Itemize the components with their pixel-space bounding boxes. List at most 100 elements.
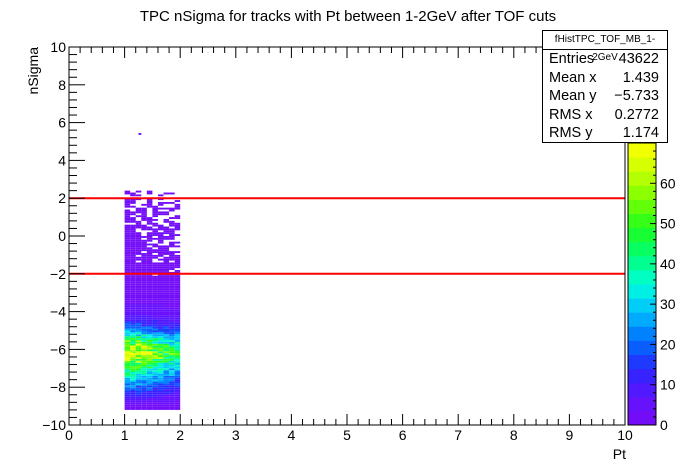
heatmap-cell — [152, 266, 158, 269]
heatmap-cell — [163, 281, 170, 284]
heatmap-cell — [163, 338, 170, 340]
heatmap-cell — [163, 362, 170, 365]
heatmap-cell — [124, 285, 131, 288]
heatmap-cell — [141, 241, 147, 244]
heatmap-cell — [174, 338, 181, 340]
heatmap-cell — [130, 290, 136, 293]
heatmap-cell — [146, 360, 153, 363]
heatmap-cell — [124, 343, 131, 346]
heatmap-cell — [124, 377, 131, 380]
heatmap-cell — [124, 226, 131, 229]
heatmap-cell — [157, 317, 164, 320]
heatmap-cell — [124, 341, 131, 344]
heatmap-cell — [174, 385, 181, 388]
heatmap-cell — [163, 394, 170, 397]
heatmap-cell — [163, 270, 170, 272]
heatmap-cell — [135, 372, 142, 374]
heatmap-cell — [174, 345, 181, 348]
heatmap-cell — [163, 389, 170, 391]
heatmap-cell — [163, 345, 170, 348]
heatmap-cell — [163, 366, 170, 369]
heatmap-cell — [146, 311, 153, 314]
heatmap-cell — [152, 290, 158, 293]
heatmap-cell — [169, 389, 175, 391]
heatmap-cell — [152, 373, 158, 376]
heatmap-cell — [141, 268, 147, 271]
heatmap-cell — [169, 321, 175, 323]
heatmap-cell — [157, 247, 164, 250]
heatmap-cell — [124, 396, 131, 399]
heatmap-cell — [130, 379, 136, 382]
heatmap-cell — [124, 215, 131, 218]
heatmap-cell — [169, 228, 175, 231]
heatmap-cell — [174, 392, 181, 395]
heatmap-cell — [174, 290, 181, 293]
heatmap-cell — [169, 347, 175, 350]
heatmap-cell — [152, 209, 158, 212]
heatmap-cell — [163, 358, 170, 361]
heatmap-cell — [163, 385, 170, 388]
heatmap-cell — [174, 302, 181, 305]
heatmap-cell — [124, 232, 131, 235]
heatmap-cell — [135, 307, 142, 310]
heatmap-cell — [130, 224, 136, 227]
heatmap-cell — [130, 213, 136, 216]
heatmap-cell — [124, 311, 131, 314]
heatmap-cell — [135, 220, 142, 223]
heatmap-cell — [163, 373, 170, 376]
heatmap-cell — [157, 392, 164, 395]
heatmap-cell — [146, 226, 153, 229]
heatmap-cell — [130, 228, 136, 231]
heatmap-cell — [130, 302, 136, 305]
heatmap-cell — [141, 389, 147, 391]
heatmap-cell — [146, 281, 153, 284]
heatmap-cell — [135, 355, 142, 357]
heatmap-cell — [146, 343, 153, 346]
heatmap-cell — [130, 275, 136, 278]
heatmap-cell — [130, 317, 136, 320]
heatmap-cell — [124, 321, 131, 323]
heatmap-cell — [157, 407, 164, 410]
heatmap-cell — [174, 404, 181, 407]
heatmap-cell — [157, 251, 164, 254]
heatmap-cell — [157, 277, 164, 280]
palette-band — [628, 298, 656, 313]
y-tick-label: 8 — [58, 77, 66, 93]
heatmap-cell — [157, 285, 164, 288]
heatmap-cell — [157, 313, 164, 316]
heatmap-cell — [152, 358, 158, 361]
heatmap-cell — [146, 290, 153, 293]
heatmap-cell — [169, 311, 175, 314]
heatmap-cell — [141, 211, 147, 214]
heatmap-cell — [135, 338, 142, 340]
heatmap-cell — [174, 332, 181, 335]
heatmap-cell — [157, 381, 164, 384]
heatmap-cell — [174, 324, 181, 327]
heatmap-cell — [163, 351, 170, 354]
heatmap-cell — [169, 377, 175, 380]
heatmap-cell — [163, 339, 170, 342]
heatmap-cell — [163, 290, 170, 293]
heatmap-cell — [124, 279, 131, 282]
heatmap-cell — [124, 296, 131, 299]
heatmap-cell — [157, 287, 164, 289]
heatmap-cell — [152, 307, 158, 310]
heatmap-cell — [124, 270, 131, 272]
heatmap-cell — [124, 324, 131, 327]
heatmap-cell — [157, 292, 164, 295]
heatmap-cell — [135, 251, 142, 254]
heatmap-cell — [130, 205, 136, 208]
heatmap-cell — [135, 296, 142, 299]
heatmap-cell — [141, 305, 147, 308]
heatmap-cell — [146, 288, 153, 291]
heatmap-cell — [135, 311, 142, 314]
heatmap-cell — [157, 336, 164, 339]
heatmap-cell — [130, 287, 136, 289]
heatmap-cell — [152, 275, 158, 278]
heatmap-cell — [124, 339, 131, 342]
heatmap-cell — [124, 385, 131, 388]
heatmap-cell — [152, 254, 158, 257]
heatmap-cell — [124, 345, 131, 348]
heatmap-cell — [130, 200, 136, 202]
heatmap-cell — [157, 396, 164, 399]
